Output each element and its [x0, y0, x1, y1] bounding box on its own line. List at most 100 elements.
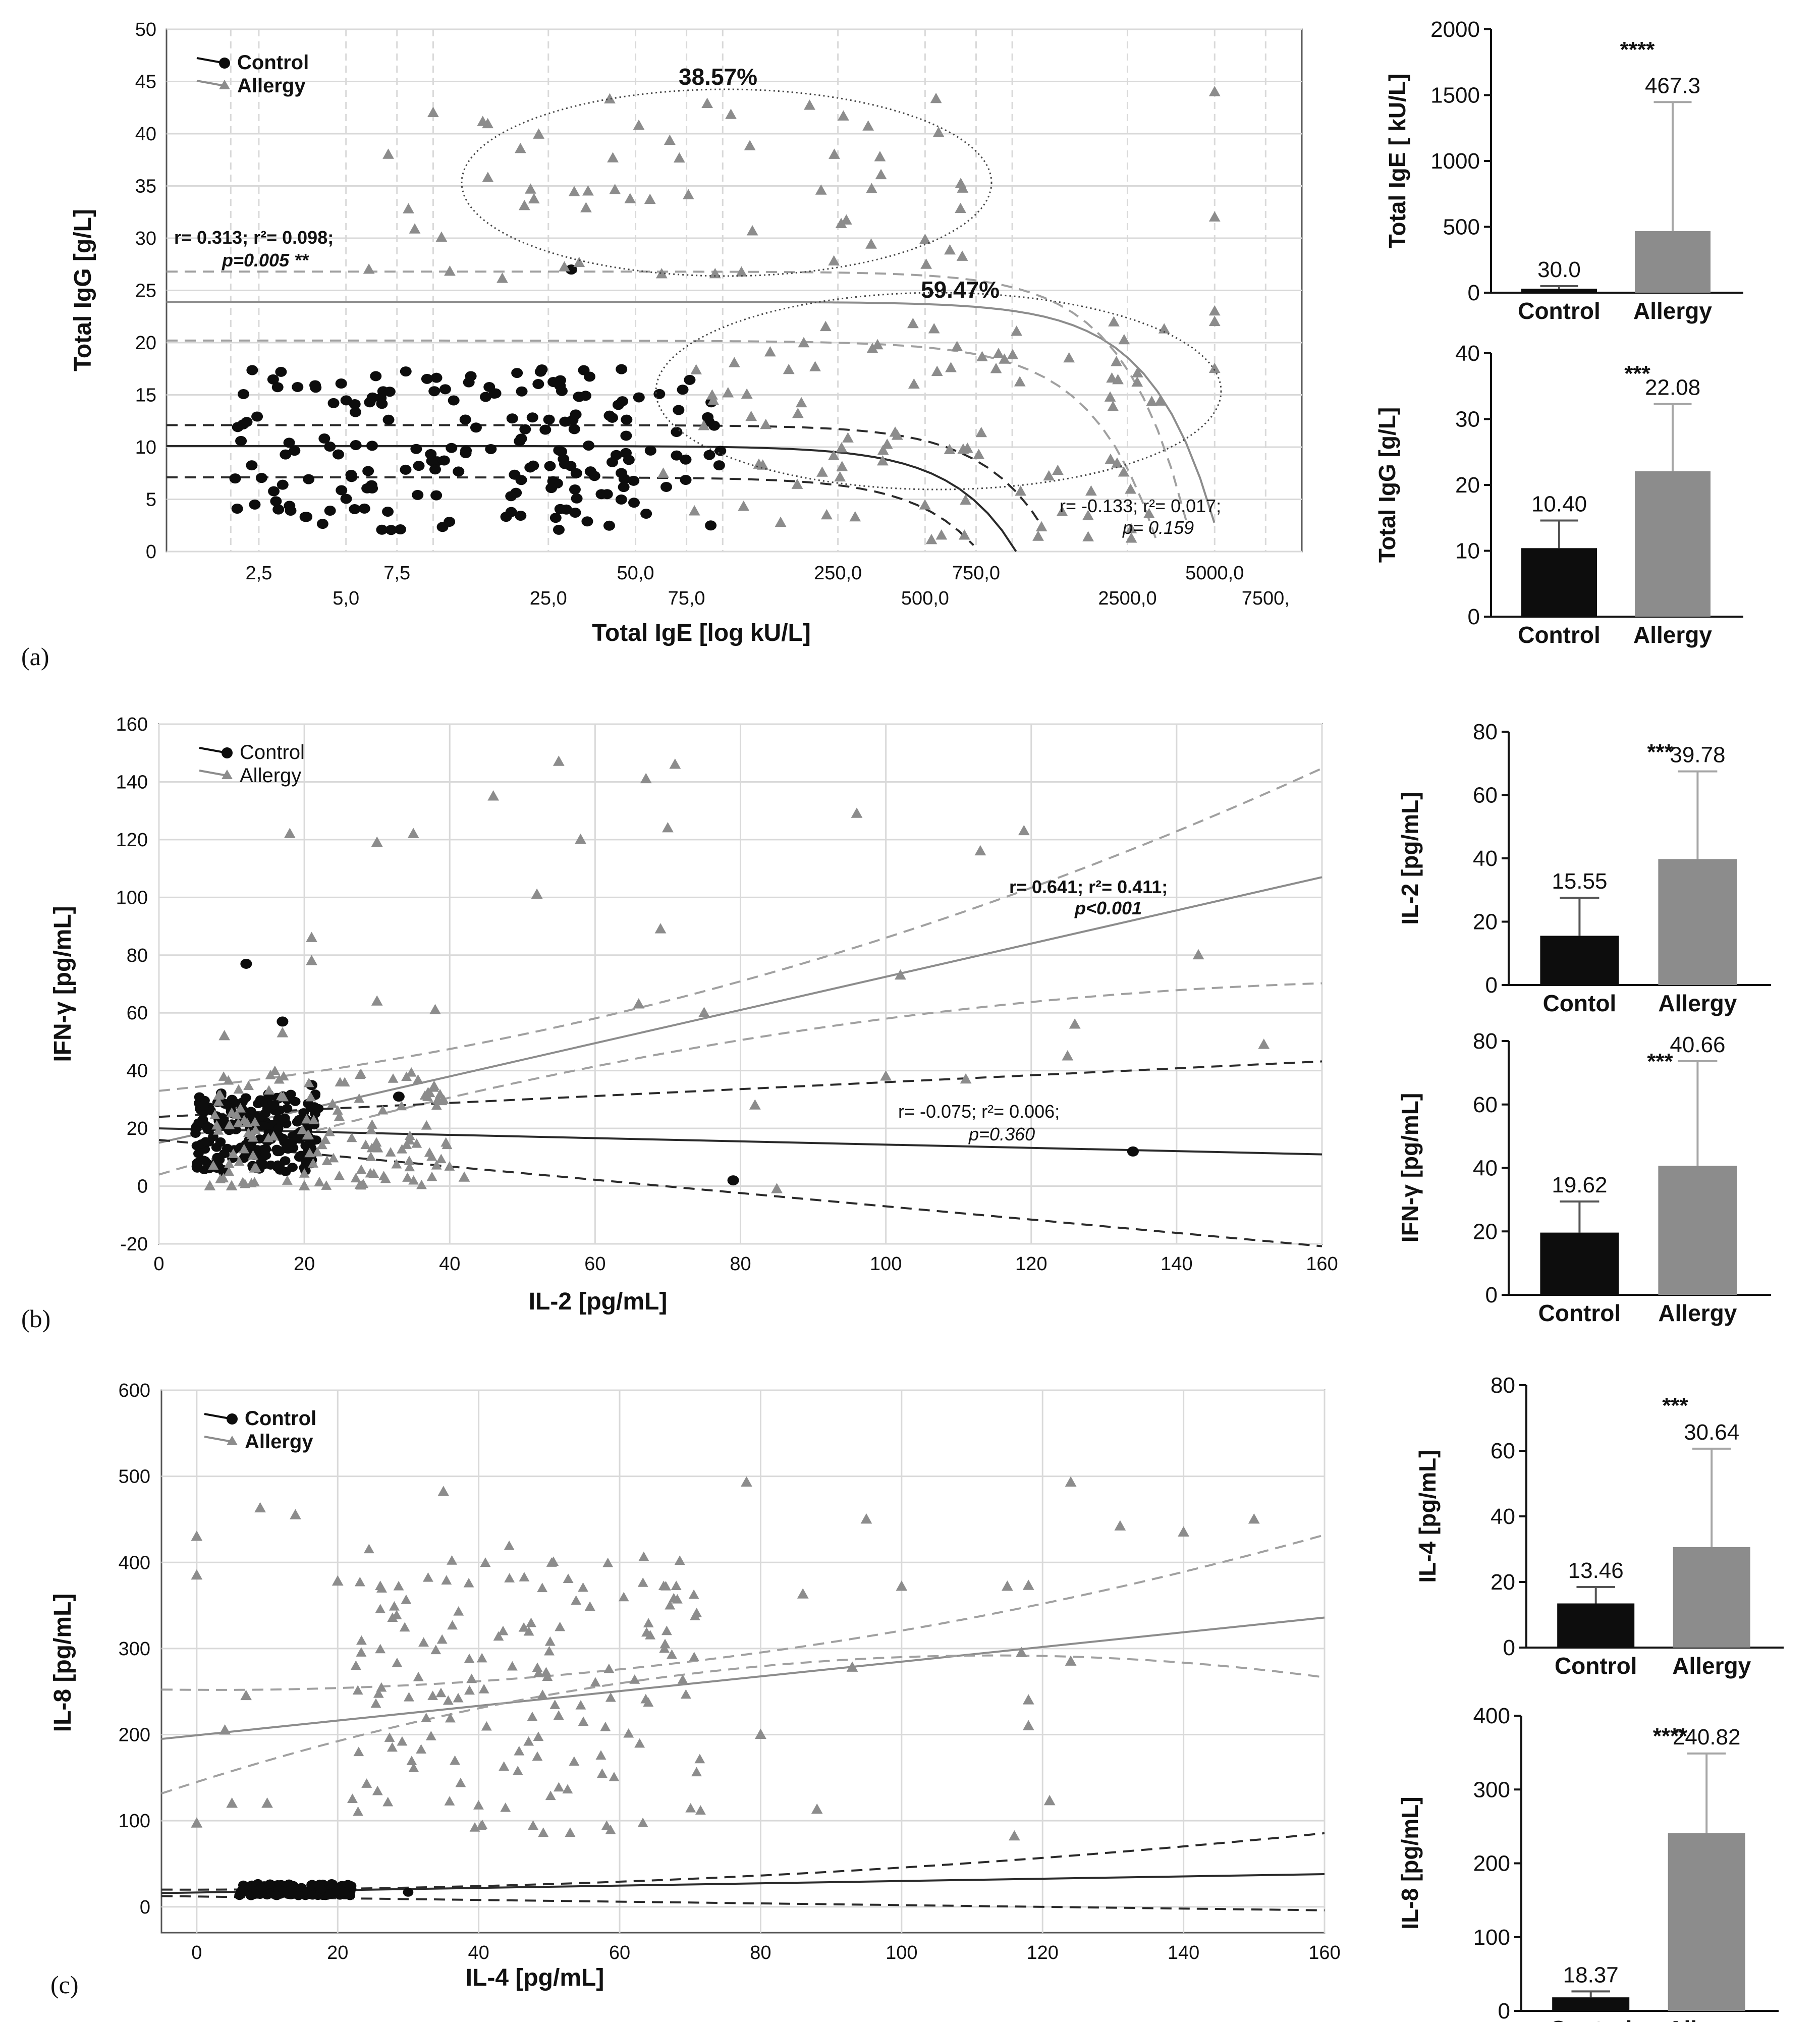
allergy-point — [829, 148, 840, 159]
allergy-point — [356, 1647, 367, 1657]
allergy-point — [224, 1119, 235, 1129]
allergy-point — [992, 348, 1005, 358]
control-point — [515, 475, 527, 485]
allergy-point — [865, 238, 877, 249]
allergy-point — [239, 1143, 250, 1154]
allergy-point — [1192, 949, 1204, 960]
allergy-point — [1056, 506, 1068, 516]
allergy-point — [233, 1084, 244, 1094]
allergy-point — [846, 1661, 858, 1672]
allergy-point — [760, 418, 772, 429]
allergy-point — [815, 184, 827, 195]
control-point — [485, 444, 497, 454]
y-tick-label: 0 — [1503, 1635, 1515, 1660]
allergy-point — [1248, 1513, 1260, 1524]
allergy-point — [408, 1175, 419, 1185]
allergy-point — [877, 444, 889, 455]
control-point — [296, 1151, 307, 1160]
allergy-point — [542, 1671, 553, 1681]
allergy-point — [907, 317, 919, 329]
allergy-point — [722, 387, 734, 398]
allergy-point — [698, 1007, 710, 1017]
control-point — [249, 499, 261, 510]
allergy-point — [956, 250, 968, 261]
allergy-point — [240, 1689, 252, 1701]
allergy-point — [582, 185, 594, 196]
x-tick-label: 60 — [584, 1253, 605, 1275]
control-point — [340, 395, 352, 406]
y-tick-label: 0 — [140, 1897, 150, 1918]
allergy-point — [575, 1700, 586, 1710]
allergy-point — [354, 1069, 365, 1079]
y-tick-label: 35 — [135, 176, 156, 197]
allergy-point — [674, 1555, 685, 1565]
allergy-point — [493, 1631, 504, 1641]
allergy-point — [250, 1124, 261, 1134]
control-point — [505, 507, 517, 517]
allergy-point — [191, 1531, 203, 1541]
allergy-point — [277, 1027, 289, 1037]
control-point — [532, 379, 544, 390]
y-tick-label: 80 — [127, 945, 148, 966]
control-point — [526, 412, 538, 423]
allergy-point — [466, 1673, 477, 1683]
x-tick-label: 5,0 — [333, 588, 359, 609]
allergy-point — [671, 1580, 682, 1590]
allergy-regression-line — [158, 876, 1322, 1144]
control-point — [204, 1123, 215, 1132]
x-tick-label: 100 — [886, 1942, 917, 1963]
x-tick-label: 120 — [1015, 1253, 1047, 1275]
allergy-point — [418, 1637, 429, 1647]
allergy-point — [242, 1117, 253, 1127]
allergy-point — [695, 1805, 706, 1815]
allergy-point — [254, 1502, 266, 1513]
control-point — [198, 1156, 209, 1165]
allergy-point — [504, 1540, 515, 1550]
y-tick-label: 200 — [119, 1725, 150, 1746]
control-point — [680, 454, 692, 465]
scatter-chart-il2-ifn: 0 20 40 60 80 100 120 140 160-200204060801001201… — [49, 714, 1338, 1315]
y-tick-label: 0 — [1498, 1999, 1510, 2022]
allergy-point — [975, 426, 987, 438]
control-point — [272, 504, 285, 515]
allergy-point — [640, 773, 652, 784]
control-point — [581, 516, 593, 527]
allergy-point — [213, 1096, 224, 1106]
allergy-point — [499, 1761, 510, 1771]
allergy-point — [1111, 356, 1122, 366]
allergy-point — [895, 969, 906, 980]
allergy-point — [370, 1698, 381, 1708]
bar-allergy — [1668, 1833, 1745, 2011]
bar-value-label: 240.82 — [1673, 1725, 1741, 1750]
y-axis-label: IL-2 [pg/mL] — [1397, 792, 1423, 924]
allergy-point — [443, 1695, 454, 1705]
control-point — [506, 413, 518, 424]
allergy-point — [1208, 86, 1221, 96]
control-point — [570, 409, 582, 420]
allergy-point — [745, 410, 757, 421]
allergy-point — [1125, 523, 1137, 533]
allergy-point — [804, 99, 815, 110]
allergy-point — [685, 1802, 696, 1813]
legend-allergy-line — [204, 1436, 233, 1443]
control-point — [237, 1885, 248, 1894]
allergy-point — [537, 1689, 548, 1699]
control-point — [275, 366, 287, 377]
allergy-point — [1208, 315, 1221, 326]
bar-chart-ifn-gamma: 0 20 40 60 80 19.62 Control 40.66 Allergy *** IFN-… — [1397, 1029, 1771, 1326]
allergy-point — [1258, 1039, 1270, 1049]
allergy-point — [518, 199, 530, 210]
control-point — [280, 1113, 290, 1123]
allergy-point — [575, 833, 586, 844]
x-tick-label: 0 — [153, 1253, 164, 1275]
allergy-point — [399, 1622, 410, 1632]
allergy-point — [835, 217, 847, 228]
allergy-point — [382, 148, 394, 159]
control-point — [264, 1879, 275, 1889]
allergy-point — [749, 1099, 761, 1110]
x-axis-label: IL-4 [pg/mL] — [466, 1964, 604, 1991]
control-point — [606, 412, 618, 423]
allergy-point — [421, 1713, 432, 1722]
y-tick-label: 100 — [116, 887, 148, 908]
allergy-point — [1208, 305, 1221, 316]
